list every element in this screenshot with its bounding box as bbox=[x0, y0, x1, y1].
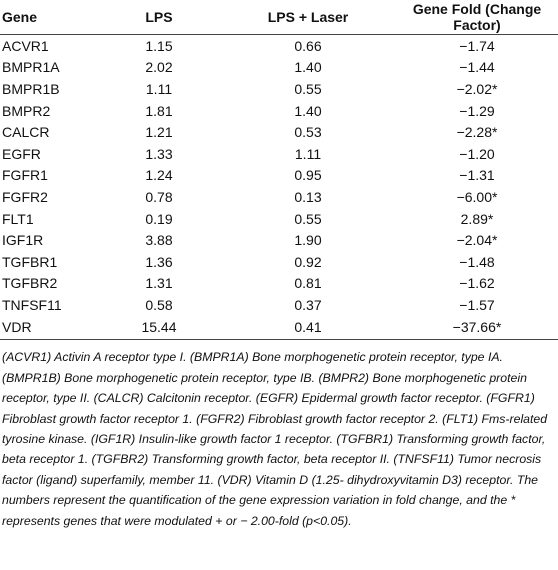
table-row: BMPR1B 1.11 0.55 −2.02* bbox=[0, 78, 558, 100]
cell-lps-laser: 0.55 bbox=[294, 80, 322, 97]
cell-gene: CALCR bbox=[2, 124, 50, 141]
cell-lps: 0.58 bbox=[145, 296, 173, 313]
cell-lps-laser: 0.81 bbox=[294, 275, 322, 292]
cell-gene: BMPR1B bbox=[2, 80, 60, 97]
cell-gene: FLT1 bbox=[2, 210, 34, 227]
cell-gene: IGF1R bbox=[2, 232, 44, 249]
cell-lps-laser: 1.90 bbox=[294, 232, 322, 249]
table-row: IGF1R 3.88 1.90 −2.04* bbox=[0, 229, 558, 251]
cell-lps: 1.81 bbox=[145, 102, 173, 119]
cell-gene-fold: −1.48 bbox=[459, 253, 495, 270]
header-gene: Gene bbox=[0, 0, 98, 35]
cell-gene-fold: −1.44 bbox=[459, 59, 495, 76]
cell-gene: TNFSF11 bbox=[2, 296, 62, 313]
header-gene-fold: Gene Fold (Change Factor) bbox=[396, 0, 558, 35]
table-footnote: (ACVR1) Activin A receptor type I. (BMPR… bbox=[2, 350, 548, 528]
cell-lps-laser: 0.92 bbox=[294, 253, 322, 270]
cell-lps: 1.24 bbox=[145, 167, 173, 184]
table-row: BMPR1A 2.02 1.40 −1.44 bbox=[0, 57, 558, 79]
table-row: BMPR2 1.81 1.40 −1.29 bbox=[0, 100, 558, 122]
cell-lps-laser: 0.13 bbox=[294, 188, 322, 205]
cell-lps: 1.33 bbox=[145, 145, 173, 162]
cell-gene-fold: −1.31 bbox=[459, 167, 495, 184]
table-row: TGFBR1 1.36 0.92 −1.48 bbox=[0, 251, 558, 273]
cell-lps: 2.02 bbox=[145, 59, 173, 76]
cell-gene-fold: −1.57 bbox=[459, 296, 495, 313]
cell-gene: TGFBR1 bbox=[2, 253, 58, 270]
cell-lps-laser: 1.40 bbox=[294, 59, 322, 76]
cell-lps: 1.15 bbox=[145, 37, 173, 54]
cell-gene-fold: −1.20 bbox=[459, 145, 495, 162]
cell-lps-laser: 0.53 bbox=[294, 124, 322, 141]
table-row: EGFR 1.33 1.11 −1.20 bbox=[0, 143, 558, 165]
cell-lps-laser: 0.66 bbox=[294, 37, 322, 54]
gene-expression-table: Gene LPS LPS + Laser Gene Fold (Change F… bbox=[0, 0, 558, 341]
cell-gene-fold: 2.89* bbox=[460, 210, 494, 227]
cell-lps-laser: 0.37 bbox=[294, 296, 322, 313]
table-row: FGFR1 1.24 0.95 −1.31 bbox=[0, 165, 558, 187]
cell-lps-laser: 0.41 bbox=[220, 315, 396, 341]
table-row: ACVR1 1.15 0.66 −1.74 bbox=[0, 35, 558, 57]
cell-lps-laser: 1.40 bbox=[294, 102, 322, 119]
cell-gene-fold: −2.02* bbox=[456, 80, 498, 97]
table-row: FGFR2 0.78 0.13 −6.00* bbox=[0, 186, 558, 208]
cell-lps-laser: 0.95 bbox=[294, 167, 322, 184]
header-lps: LPS bbox=[98, 0, 220, 35]
cell-gene: EGFR bbox=[2, 145, 41, 162]
cell-gene-fold: −1.74 bbox=[459, 37, 495, 54]
cell-lps-laser: 0.55 bbox=[294, 210, 322, 227]
table-body: ACVR1 1.15 0.66 −1.74 BMPR1A 2.02 1.40 −1.44 BMP… bbox=[0, 35, 558, 341]
cell-gene: BMPR2 bbox=[2, 102, 51, 119]
cell-gene-fold: −2.04* bbox=[456, 232, 498, 249]
cell-lps: 0.19 bbox=[145, 210, 173, 227]
header-lps-laser: LPS + Laser bbox=[220, 0, 396, 35]
table-row: TNFSF11 0.58 0.37 −1.57 bbox=[0, 294, 558, 316]
table-header-row: Gene LPS LPS + Laser Gene Fold (Change F… bbox=[0, 0, 558, 35]
table-row: CALCR 1.21 0.53 −2.28* bbox=[0, 121, 558, 143]
cell-gene: BMPR1A bbox=[2, 59, 60, 76]
cell-lps: 1.36 bbox=[145, 253, 173, 270]
cell-gene: TGFBR2 bbox=[2, 275, 58, 292]
cell-lps: 1.11 bbox=[145, 80, 173, 97]
cell-lps: 3.88 bbox=[145, 232, 173, 249]
cell-lps: 1.31 bbox=[145, 275, 173, 292]
cell-gene-fold: −1.62 bbox=[459, 275, 495, 292]
cell-gene: FGFR2 bbox=[2, 188, 48, 205]
cell-gene-fold: −37.66* bbox=[396, 315, 558, 341]
cell-gene: ACVR1 bbox=[2, 37, 49, 54]
cell-gene-fold: −2.28* bbox=[456, 124, 498, 141]
cell-lps: 1.21 bbox=[145, 124, 173, 141]
cell-lps: 15.44 bbox=[98, 315, 220, 341]
cell-gene: FGFR1 bbox=[2, 167, 48, 184]
table-row: TGFBR2 1.31 0.81 −1.62 bbox=[0, 273, 558, 295]
cell-gene-fold: −1.29 bbox=[459, 102, 495, 119]
table-row: FLT1 0.19 0.55 2.89* bbox=[0, 208, 558, 230]
cell-gene: VDR bbox=[0, 315, 98, 341]
cell-lps: 0.78 bbox=[145, 188, 173, 205]
cell-lps-laser: 1.11 bbox=[294, 145, 322, 162]
table-row: VDR 15.44 0.41 −37.66* bbox=[0, 315, 558, 341]
cell-gene-fold: −6.00* bbox=[456, 188, 498, 205]
